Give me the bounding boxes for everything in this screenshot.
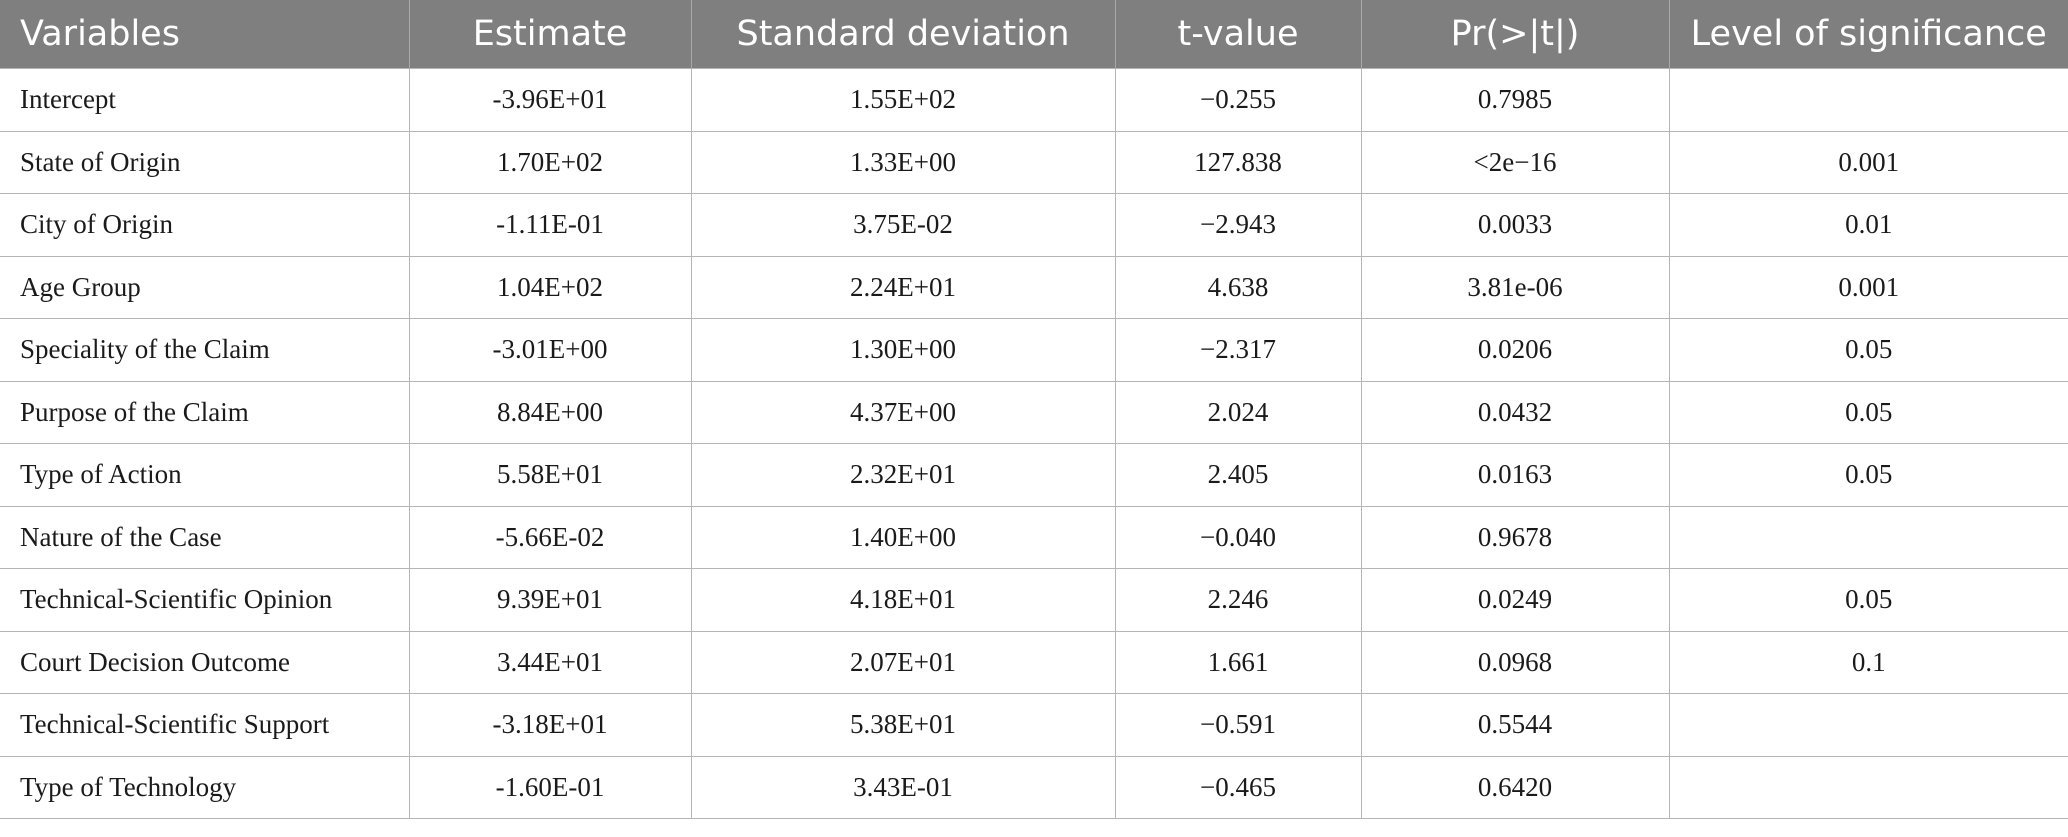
variable-cell: Technical-Scientific Support: [0, 693, 410, 757]
header-level-of-significance: Level of significance: [1668, 0, 2068, 69]
t-value-cell: 2.405: [1114, 443, 1362, 507]
t-value-cell: −0.040: [1114, 505, 1362, 569]
estimate-cell: -5.66E-02: [408, 505, 692, 569]
t-value-cell: −2.943: [1114, 193, 1362, 257]
standard-deviation-cell: 4.37E+00: [690, 380, 1116, 444]
table-row: Speciality of the Claim -3.01E+00 1.30E+00…: [0, 318, 2068, 382]
standard-deviation-cell: 2.24E+01: [690, 255, 1116, 319]
table-row: Court Decision Outcome 3.44E+01 2.07E+01 1.…: [0, 630, 2068, 694]
p-value-cell: 0.0206: [1360, 318, 1670, 382]
estimate-cell: -1.11E-01: [408, 193, 692, 257]
standard-deviation-cell: 2.32E+01: [690, 443, 1116, 507]
header-row: Variables Estimate Standard deviation t-…: [0, 0, 2068, 69]
variable-cell: Speciality of the Claim: [0, 318, 410, 382]
estimate-cell: -3.01E+00: [408, 318, 692, 382]
significance-cell: [1668, 693, 2068, 757]
estimate-cell: -1.60E-01: [408, 755, 692, 819]
table-row: State of Origin 1.70E+02 1.33E+00 127.838 <2…: [0, 130, 2068, 194]
t-value-cell: 127.838: [1114, 130, 1362, 194]
t-value-cell: −0.465: [1114, 755, 1362, 819]
regression-table-container: Variables Estimate Standard deviation t-…: [0, 0, 2068, 819]
table-row: Purpose of the Claim 8.84E+00 4.37E+00 2.02…: [0, 380, 2068, 444]
estimate-cell: -3.18E+01: [408, 693, 692, 757]
estimate-cell: 1.70E+02: [408, 130, 692, 194]
significance-cell: [1668, 755, 2068, 819]
significance-cell: 0.1: [1668, 630, 2068, 694]
header-variables: Variables: [0, 0, 409, 69]
significance-cell: 0.001: [1668, 255, 2068, 319]
header-t-value: t-value: [1114, 0, 1361, 69]
table-row: Age Group 1.04E+02 2.24E+01 4.638 3.81e-06 0.…: [0, 255, 2068, 319]
estimate-cell: 9.39E+01: [408, 568, 692, 632]
table-row: Type of Technology -1.60E-01 3.43E-01 −0.46…: [0, 755, 2068, 819]
p-value-cell: 3.81e-06: [1360, 255, 1670, 319]
header-standard-deviation: Standard deviation: [690, 0, 1115, 69]
p-value-cell: 0.6420: [1360, 755, 1670, 819]
variable-cell: State of Origin: [0, 130, 410, 194]
t-value-cell: −0.255: [1114, 68, 1362, 132]
variable-cell: Type of Action: [0, 443, 410, 507]
significance-cell: 0.05: [1668, 443, 2068, 507]
variable-cell: City of Origin: [0, 193, 410, 257]
standard-deviation-cell: 3.75E-02: [690, 193, 1116, 257]
variable-cell: Nature of the Case: [0, 505, 410, 569]
p-value-cell: 0.0249: [1360, 568, 1670, 632]
significance-cell: 0.05: [1668, 380, 2068, 444]
estimate-cell: 1.04E+02: [408, 255, 692, 319]
standard-deviation-cell: 1.33E+00: [690, 130, 1116, 194]
t-value-cell: −0.591: [1114, 693, 1362, 757]
standard-deviation-cell: 1.40E+00: [690, 505, 1116, 569]
standard-deviation-cell: 1.55E+02: [690, 68, 1116, 132]
t-value-cell: 4.638: [1114, 255, 1362, 319]
table-row: City of Origin -1.11E-01 3.75E-02 −2.943 0.0…: [0, 193, 2068, 257]
table-row: Technical-Scientific Opinion 9.39E+01 4.18…: [0, 568, 2068, 632]
variable-cell: Court Decision Outcome: [0, 630, 410, 694]
significance-cell: [1668, 68, 2068, 132]
table-header: Variables Estimate Standard deviation t-…: [0, 0, 2068, 69]
variable-cell: Technical-Scientific Opinion: [0, 568, 410, 632]
p-value-cell: 0.9678: [1360, 505, 1670, 569]
t-value-cell: 1.661: [1114, 630, 1362, 694]
significance-cell: [1668, 505, 2068, 569]
header-p-value: Pr(>|t|): [1360, 0, 1669, 69]
standard-deviation-cell: 1.30E+00: [690, 318, 1116, 382]
variable-cell: Age Group: [0, 255, 410, 319]
p-value-cell: 0.0163: [1360, 443, 1670, 507]
standard-deviation-cell: 4.18E+01: [690, 568, 1116, 632]
t-value-cell: 2.246: [1114, 568, 1362, 632]
standard-deviation-cell: 5.38E+01: [690, 693, 1116, 757]
p-value-cell: 0.5544: [1360, 693, 1670, 757]
standard-deviation-cell: 2.07E+01: [690, 630, 1116, 694]
estimate-cell: 8.84E+00: [408, 380, 692, 444]
table-row: Intercept -3.96E+01 1.55E+02 −0.255 0.7985: [0, 68, 2068, 132]
table-row: Nature of the Case -5.66E-02 1.40E+00 −0.04…: [0, 505, 2068, 569]
variable-cell: Purpose of the Claim: [0, 380, 410, 444]
table-row: Technical-Scientific Support -3.18E+01 5.3…: [0, 693, 2068, 757]
p-value-cell: <2e−16: [1360, 130, 1670, 194]
significance-cell: 0.001: [1668, 130, 2068, 194]
standard-deviation-cell: 3.43E-01: [690, 755, 1116, 819]
p-value-cell: 0.0432: [1360, 380, 1670, 444]
p-value-cell: 0.0968: [1360, 630, 1670, 694]
estimate-cell: -3.96E+01: [408, 68, 692, 132]
p-value-cell: 0.0033: [1360, 193, 1670, 257]
table-row: Type of Action 5.58E+01 2.32E+01 2.405 0.016…: [0, 443, 2068, 507]
t-value-cell: 2.024: [1114, 380, 1362, 444]
regression-results-table: Variables Estimate Standard deviation t-…: [0, 0, 2068, 819]
t-value-cell: −2.317: [1114, 318, 1362, 382]
significance-cell: 0.05: [1668, 318, 2068, 382]
estimate-cell: 5.58E+01: [408, 443, 692, 507]
variable-cell: Intercept: [0, 68, 410, 132]
header-estimate: Estimate: [408, 0, 691, 69]
significance-cell: 0.01: [1668, 193, 2068, 257]
table-body: Intercept -3.96E+01 1.55E+02 −0.255 0.7985 St…: [0, 68, 2068, 819]
estimate-cell: 3.44E+01: [408, 630, 692, 694]
p-value-cell: 0.7985: [1360, 68, 1670, 132]
variable-cell: Type of Technology: [0, 755, 410, 819]
significance-cell: 0.05: [1668, 568, 2068, 632]
